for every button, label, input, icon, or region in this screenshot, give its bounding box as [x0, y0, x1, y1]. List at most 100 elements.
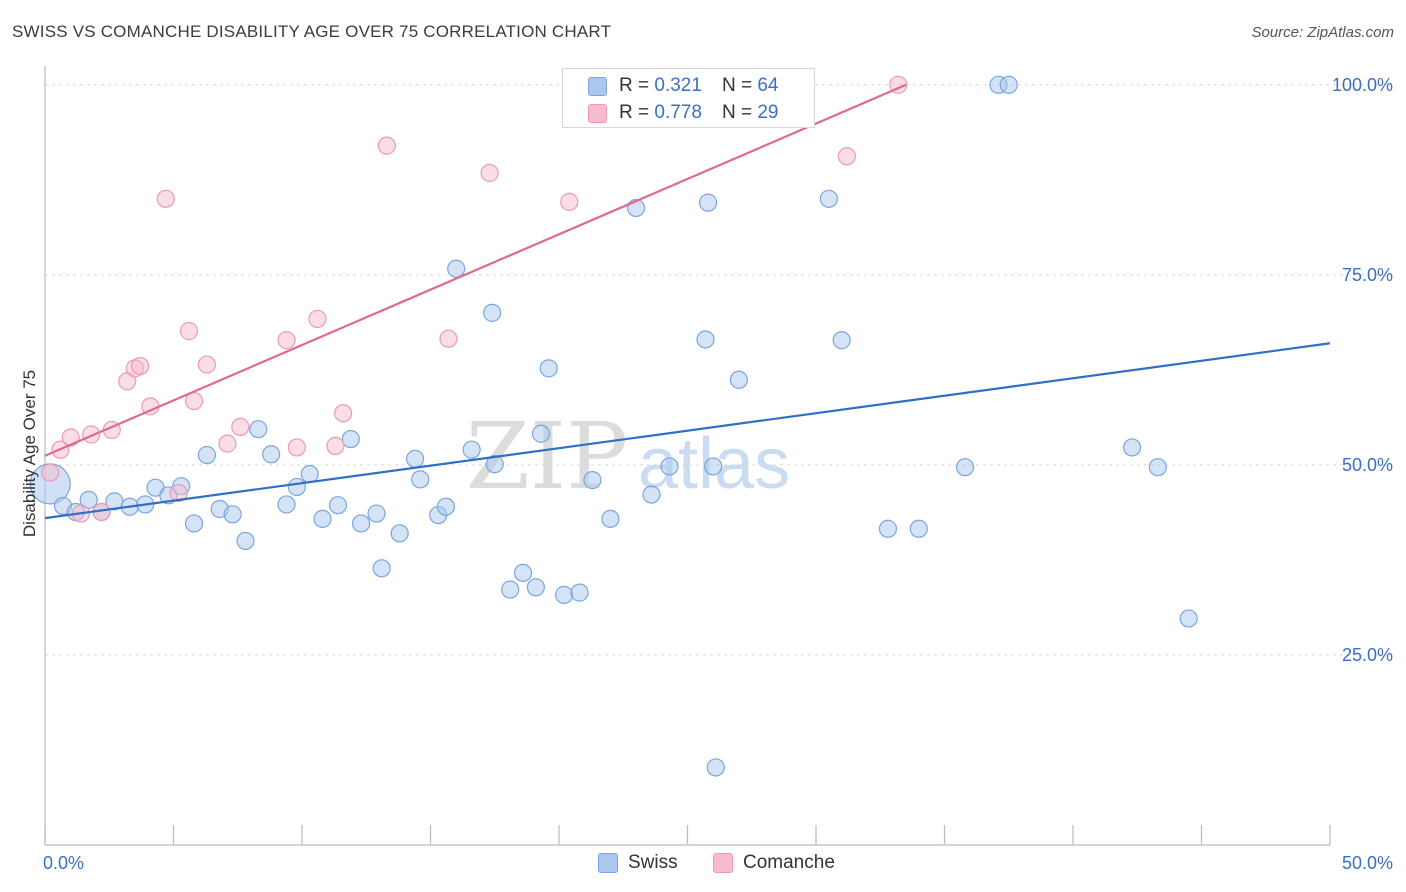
series-legend: Swiss Comanche: [0, 852, 1406, 878]
swiss-point: [999, 75, 1018, 94]
swiss-point: [328, 496, 348, 515]
swiss-point: [313, 509, 332, 528]
swiss-point: [706, 758, 725, 777]
swiss-point: [236, 531, 255, 551]
comanche-point: [837, 147, 856, 166]
swiss-swatch: [588, 76, 607, 96]
y-tick-label: 100.0%: [1332, 75, 1393, 95]
swiss-point: [372, 559, 391, 578]
swiss-point: [390, 524, 409, 543]
y-tick-label: 25.0%: [1342, 645, 1393, 665]
comanche-point: [130, 356, 150, 376]
n-label: N =: [721, 102, 753, 123]
swiss-point: [223, 505, 242, 524]
comanche-point: [326, 436, 345, 455]
swiss-point: [462, 440, 481, 459]
swiss-point: [583, 471, 602, 490]
y-axis-label: Disability Age Over 75: [20, 370, 39, 537]
swiss-point: [485, 455, 504, 474]
comanche-point: [82, 425, 101, 444]
comanche-point: [61, 428, 80, 447]
swiss-point: [405, 449, 425, 468]
y-tick-label: 75.0%: [1342, 265, 1393, 285]
swiss-point: [539, 359, 558, 378]
legend-item-swiss[interactable]: Swiss: [598, 852, 678, 874]
comanche-point: [277, 331, 296, 350]
comanche-point: [308, 309, 327, 329]
comanche-point: [179, 322, 199, 341]
swiss-point: [878, 519, 898, 538]
swiss-point: [696, 330, 715, 349]
swiss-point: [262, 445, 281, 464]
y-tick-label: 50.0%: [1342, 455, 1393, 475]
r-value: 0.778: [654, 102, 702, 123]
tick-labels: 25.0% 50.0% 75.0% 100.0% 0.0% 50.0% Disability…: [20, 75, 1393, 873]
legend-label-swiss: Swiss: [628, 852, 678, 873]
swiss-point: [531, 424, 551, 443]
swiss-point: [411, 470, 430, 489]
swiss-point: [483, 303, 502, 322]
comanche-point: [41, 463, 60, 482]
legend-row-swiss: R = 0.321 N = 64: [588, 73, 778, 99]
comanche-trend-line: [44, 83, 907, 457]
comanche-point: [169, 483, 188, 503]
swiss-point: [819, 189, 838, 208]
swiss-point: [555, 585, 574, 604]
swiss-point: [300, 464, 319, 484]
swiss-point: [526, 578, 545, 597]
n-label: N =: [721, 75, 753, 96]
watermark: ZIP atlas: [466, 403, 790, 510]
comanche-point: [156, 189, 175, 208]
n-value: 29: [757, 102, 779, 123]
swiss-swatch: [598, 853, 618, 873]
swiss-point: [184, 514, 204, 533]
swiss-point: [570, 583, 589, 602]
comanche-point: [218, 434, 237, 453]
legend-row-comanche: R = 0.778 N = 29: [588, 100, 778, 126]
swiss-point: [352, 514, 371, 533]
swiss-point: [249, 420, 268, 439]
comanche-point: [560, 192, 579, 211]
source-credit: Source: ZipAtlas.com: [1251, 24, 1394, 41]
comanche-point: [197, 355, 217, 374]
data-points: [29, 75, 1198, 777]
swiss-point: [341, 429, 360, 449]
comanche-point: [439, 329, 458, 348]
swiss-point: [447, 259, 466, 278]
comanche-swatch: [713, 853, 733, 873]
swiss-point: [909, 519, 928, 538]
legend-label-comanche: Comanche: [743, 852, 835, 873]
swiss-point: [197, 445, 217, 465]
comanche-point: [377, 136, 396, 155]
swiss-point: [698, 193, 718, 212]
swiss-point: [1148, 458, 1167, 477]
x-tick-label: 0.0%: [43, 853, 84, 873]
swiss-trend-line: [44, 342, 1331, 520]
swiss-point: [367, 504, 386, 523]
swiss-point: [436, 497, 456, 516]
swiss-point: [513, 563, 533, 582]
swiss-point: [704, 457, 723, 476]
swiss-point: [501, 580, 520, 599]
swiss-point: [277, 495, 296, 514]
n-value: 64: [757, 75, 779, 96]
swiss-point: [601, 509, 620, 528]
comanche-point: [231, 417, 250, 436]
comanche-point: [480, 163, 499, 183]
trend-lines: [44, 83, 1331, 520]
swiss-point: [660, 457, 679, 476]
comanche-point: [287, 438, 306, 457]
swiss-point: [955, 458, 975, 477]
swiss-point: [79, 490, 98, 509]
swiss-point: [287, 477, 306, 497]
chart-title: SWISS VS COMANCHE DISABILITY AGE OVER 75…: [12, 22, 612, 41]
r-value: 0.321: [654, 75, 702, 96]
legend-item-comanche[interactable]: Comanche: [713, 852, 835, 874]
x-tick-label: 50.0%: [1342, 853, 1393, 873]
swiss-point: [1123, 438, 1142, 457]
r-label: R =: [619, 102, 650, 123]
swiss-point: [642, 485, 661, 504]
comanche-point: [334, 404, 353, 423]
swiss-point: [729, 370, 749, 389]
